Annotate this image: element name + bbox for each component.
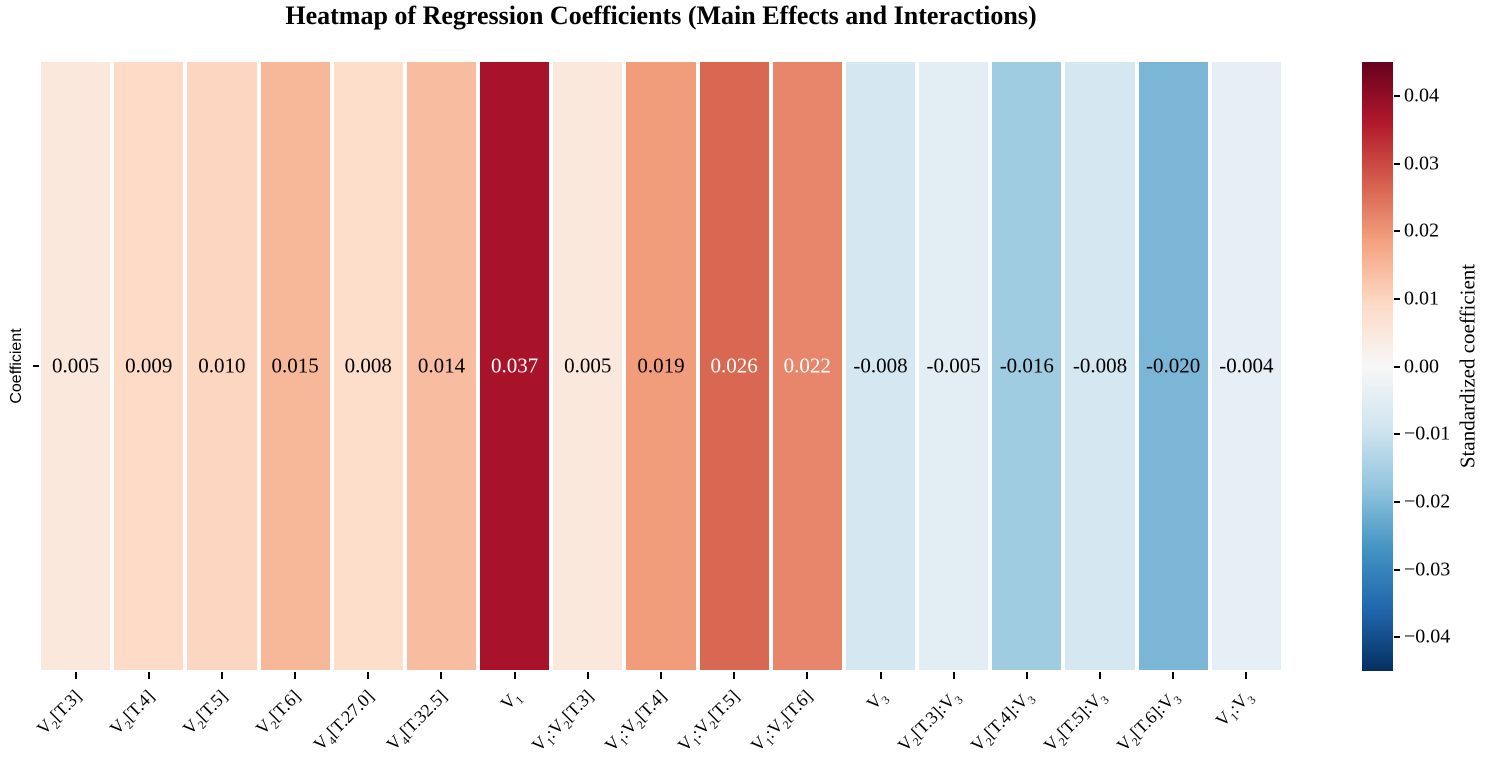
cell-value: -0.008 xyxy=(1072,353,1128,378)
x-tick-label: V2[T.4] xyxy=(105,686,158,739)
cell-value: 0.037 xyxy=(490,353,539,378)
x-axis-tick xyxy=(1099,672,1102,679)
colorbar-tick xyxy=(1394,500,1400,503)
x-axis-tick xyxy=(806,672,809,679)
x-tick-label: V1:V2[T.5] xyxy=(674,686,744,756)
colorbar-tick-label: 0.02 xyxy=(1404,219,1439,242)
cell-value: -0.004 xyxy=(1219,353,1274,378)
x-axis-tick xyxy=(147,672,150,679)
x-tick-label: V1:V2[T.4] xyxy=(600,686,671,756)
x-tick-label: V3 xyxy=(862,690,893,714)
cell-value: -0.016 xyxy=(999,353,1054,378)
x-tick-label: V2[T.5] xyxy=(178,686,232,739)
colorbar-tick-label: −0.03 xyxy=(1404,558,1451,580)
heatmap-cell: 0.037 xyxy=(480,62,550,670)
colorbar-tick xyxy=(1394,568,1400,571)
heatmap-cell: -0.020 xyxy=(1138,62,1208,670)
colorbar-tick xyxy=(1394,297,1400,300)
heatmap-cell: 0.014 xyxy=(406,62,477,670)
heatmap-cell: 0.005 xyxy=(41,62,111,670)
x-tick-label: V2[T.3] xyxy=(32,686,85,739)
heatmap-cell: -0.008 xyxy=(1065,62,1135,670)
y-axis-label: Coefficient xyxy=(8,328,25,404)
x-tick-label: V2[T.5]:V3 xyxy=(1039,690,1112,756)
cell-value: 0.015 xyxy=(271,353,319,378)
cell-value: 0.022 xyxy=(783,353,831,378)
colorbar-tick-label: −0.04 xyxy=(1404,625,1451,648)
cell-value: -0.005 xyxy=(926,353,981,378)
cell-value: 0.010 xyxy=(198,353,246,378)
heatmap-cell: 0.008 xyxy=(333,62,403,670)
colorbar-tick xyxy=(1394,365,1400,368)
x-axis-tick xyxy=(586,672,589,679)
cell-value: 0.014 xyxy=(417,353,466,378)
x-axis-tick xyxy=(1245,672,1248,679)
x-axis-tick xyxy=(440,672,443,679)
chart-title: Heatmap of Regression Coefficients (Main… xyxy=(285,1,1037,30)
colorbar-tick-label: 0.03 xyxy=(1404,152,1439,174)
x-axis-tick xyxy=(1025,672,1028,679)
x-axis-tick xyxy=(733,672,736,679)
colorbar-tick-label: −0.01 xyxy=(1404,422,1451,445)
x-axis-tick xyxy=(74,672,77,679)
colorbar-tick xyxy=(1394,94,1400,97)
heatmap-cell: 0.022 xyxy=(772,62,842,670)
x-tick-label: V1:V2[T.6] xyxy=(747,686,817,756)
heatmap-cell: 0.005 xyxy=(553,62,623,670)
x-tick-label: V2[T.4]:V3 xyxy=(966,690,1039,756)
heatmap-cell: -0.008 xyxy=(845,62,916,670)
heatmap-cell: 0.026 xyxy=(699,62,769,670)
x-tick-label: V2[T.6] xyxy=(251,686,305,739)
heatmap-cell: -0.005 xyxy=(919,62,989,670)
colorbar-tick-label: 0.04 xyxy=(1404,84,1439,107)
heatmap-cell: -0.004 xyxy=(1211,62,1281,670)
cell-value: 0.005 xyxy=(51,353,100,378)
colorbar-gradient xyxy=(1362,62,1393,671)
heatmap-cell: 0.015 xyxy=(260,62,330,670)
colorbar-tick-label: 0.00 xyxy=(1404,355,1439,377)
cell-value: 0.019 xyxy=(637,353,685,378)
x-axis-tick xyxy=(294,672,297,679)
colorbar-axis-label: Standardized coefficient xyxy=(1455,263,1480,469)
heatmap-row: 0.005 0.009 0.010 0.015 0.008 0.014 0.037 0.005… xyxy=(41,62,1281,670)
x-axis-tick xyxy=(879,672,882,679)
x-axis-tick xyxy=(1172,672,1175,679)
colorbar xyxy=(1362,62,1393,671)
x-tick-label: V1:V2[T.3] xyxy=(527,686,597,756)
cell-value: 0.005 xyxy=(564,353,612,378)
colorbar-tick-label: 0.01 xyxy=(1404,287,1439,310)
heatmap-cell: 0.010 xyxy=(187,62,257,670)
colorbar-tick xyxy=(1394,162,1400,165)
colorbar-tick xyxy=(1394,230,1400,233)
x-axis-tick xyxy=(513,672,516,679)
colorbar-tick-label: −0.02 xyxy=(1404,490,1451,513)
cell-value: 0.008 xyxy=(344,353,392,378)
x-axis-tick xyxy=(660,672,662,679)
heatmap-cell: -0.016 xyxy=(992,62,1062,670)
heatmap-cell: 0.019 xyxy=(626,62,696,670)
x-tick-label: V4[T.32.5] xyxy=(382,686,451,755)
x-tick-label: V4[T.27.0] xyxy=(309,686,378,755)
cell-value: -0.020 xyxy=(1146,353,1201,378)
colorbar-tick xyxy=(1394,636,1400,639)
x-tick-label: V2[T.6]:V3 xyxy=(1113,690,1185,756)
cell-value: 0.026 xyxy=(710,353,758,378)
y-axis-tick xyxy=(33,365,39,367)
x-axis-tick xyxy=(367,672,370,679)
heatmap-cell: 0.009 xyxy=(114,62,184,670)
x-tick-label: V1:V3 xyxy=(1211,690,1259,731)
colorbar-tick xyxy=(1394,433,1400,436)
x-tick-label: V1 xyxy=(496,690,527,714)
cell-value: 0.009 xyxy=(125,353,173,378)
x-axis-tick xyxy=(952,672,955,679)
cell-value: -0.008 xyxy=(853,353,908,378)
x-axis-tick xyxy=(220,672,223,679)
x-tick-label: V2[T.3]:V3 xyxy=(893,690,966,756)
